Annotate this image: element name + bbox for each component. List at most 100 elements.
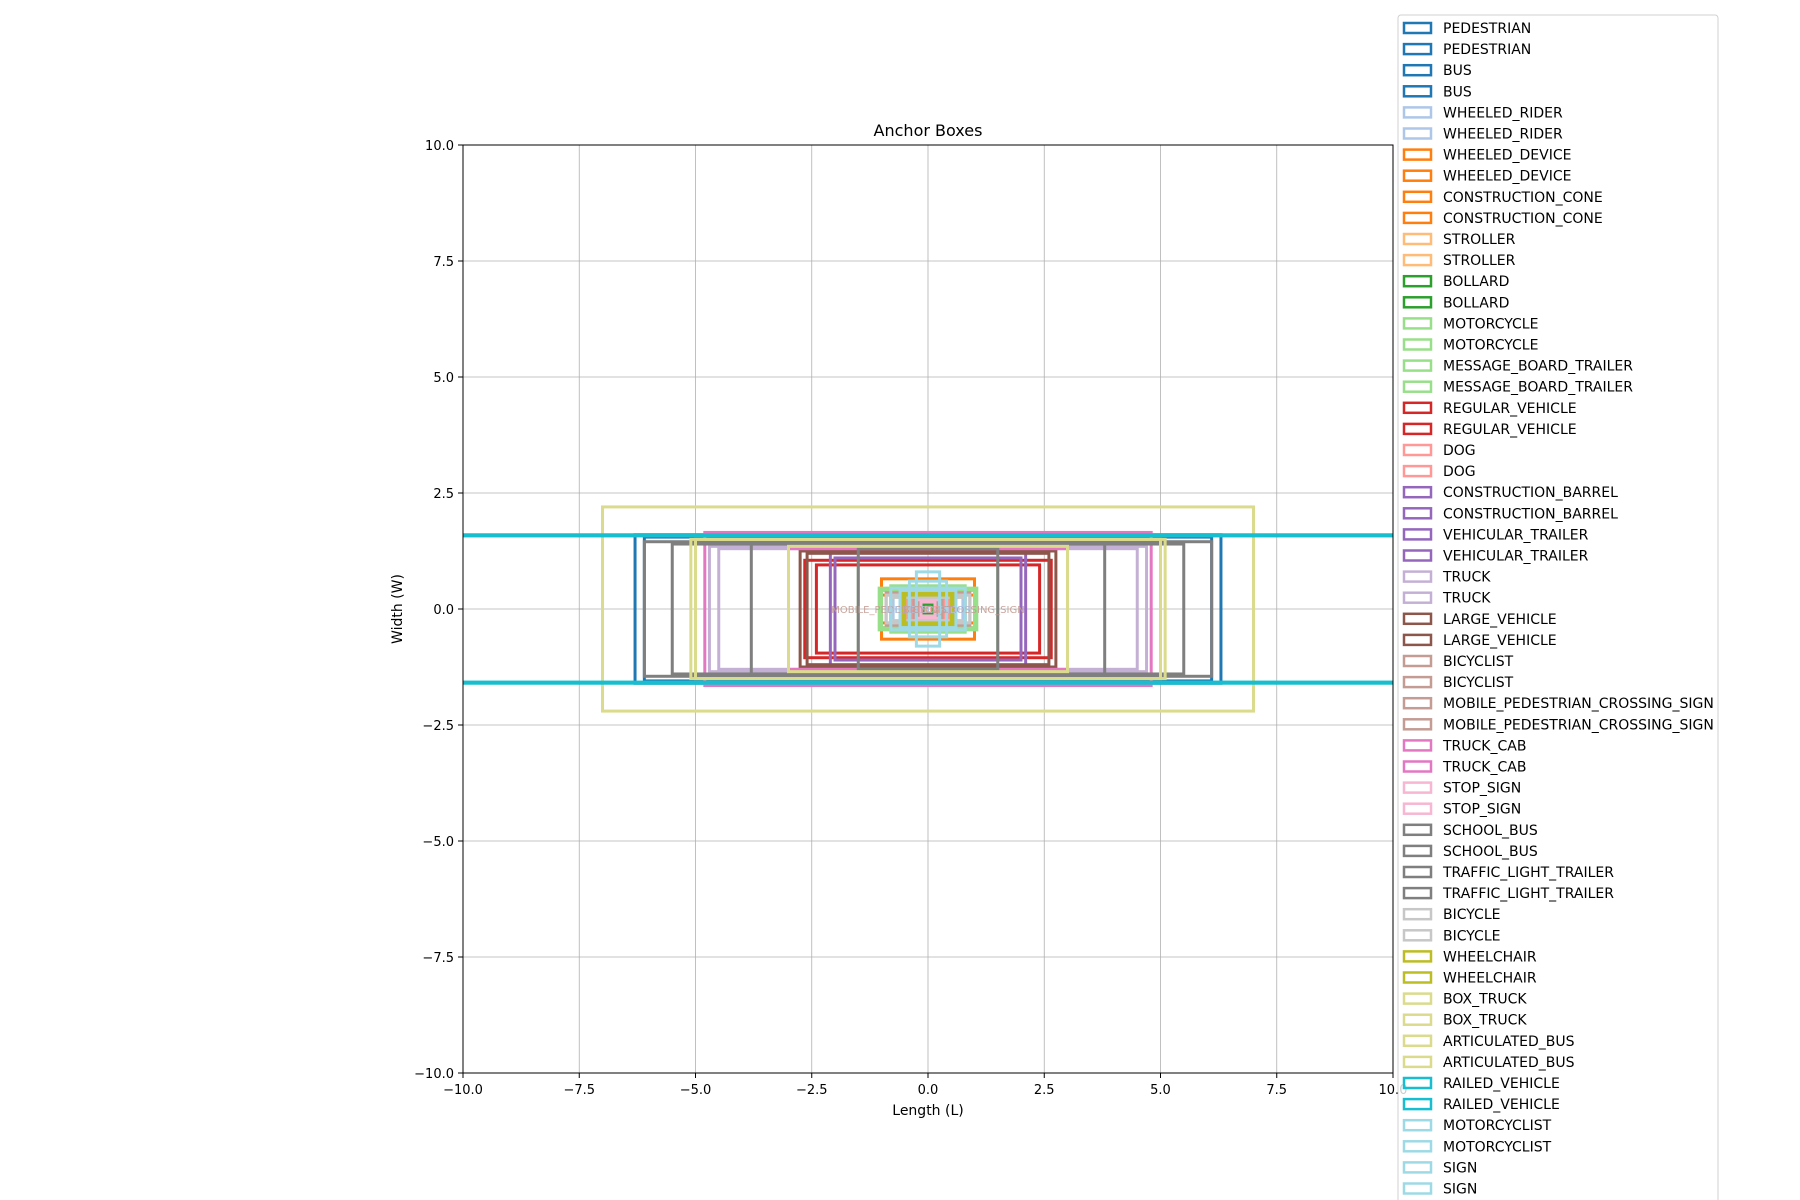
legend-swatch: [1402, 1055, 1433, 1069]
anchor-box-stop-sign-2: [919, 600, 937, 618]
legend-swatch: [1402, 317, 1433, 330]
legend-swatch: [1402, 253, 1433, 267]
legend-swatch: [1402, 380, 1433, 393]
legend-label: TRUCK_CAB: [1442, 760, 1526, 776]
legend-swatch: [1402, 992, 1433, 1005]
legend-entry-sign: SIGN: [1402, 1160, 1477, 1176]
legend-swatch: [1402, 338, 1433, 351]
legend-swatch: [1402, 1097, 1433, 1111]
legend-entry-sign: SIGN: [1402, 1182, 1477, 1198]
legend-swatch: [1402, 549, 1433, 562]
legend-swatch: [1402, 232, 1433, 246]
legend-label: STOP_SIGN: [1443, 802, 1521, 818]
x-tick-label-0: −10.0: [443, 1083, 483, 1098]
legend-entry-wheelchair: WHEELCHAIR: [1402, 949, 1537, 965]
center-label-1: MOBILE_PEDESTRIAN_CROSSING_SIGN: [831, 605, 1024, 616]
legend-entry-traffic-light-trailer: TRAFFIC_LIGHT_TRAILER: [1402, 865, 1614, 881]
legend-label: BICYCLIST: [1443, 654, 1514, 670]
legend-label: CONSTRUCTION_BARREL: [1443, 485, 1618, 501]
legend-label: DOG: [1443, 464, 1476, 480]
legend-label: TRUCK_CAB: [1442, 738, 1526, 754]
y-tick-label-7: 7.5: [433, 255, 454, 270]
anchor-box-school-bus-1: [642, 540, 1214, 678]
legend-label: SCHOOL_BUS: [1443, 823, 1538, 839]
legend-entry-motorcyclist: MOTORCYCLIST: [1402, 1118, 1552, 1134]
y-tick-label-8: 10.0: [425, 139, 454, 154]
legend-label: MOTORCYCLE: [1443, 316, 1538, 332]
anchor-box-large-vehicle-2: [805, 551, 1051, 667]
legend-entry-bicyclist: BICYCLIST: [1402, 675, 1514, 691]
legend-label: BOX_TRUCK: [1443, 1013, 1527, 1029]
legend-swatch: [1402, 422, 1433, 436]
legend-swatch: [1402, 591, 1433, 604]
x-tick-label-5: 2.5: [1034, 1083, 1055, 1098]
anchor-box-truck-cab-1: [703, 530, 1153, 688]
legend-swatch: [1402, 865, 1433, 879]
legend-swatch: [1402, 485, 1433, 499]
legend-swatch: [1402, 718, 1433, 731]
legend-swatch: [1402, 401, 1433, 415]
legend-swatch: [1402, 1140, 1433, 1153]
legend-swatch: [1402, 971, 1433, 984]
anchor-box-sign-1: [914, 570, 942, 648]
legend-entry-pedestrian: PEDESTRIAN: [1402, 42, 1531, 58]
legend-entry-dog: DOG: [1402, 443, 1476, 459]
legend-label: CONSTRUCTION_CONE: [1443, 211, 1603, 227]
y-tick-label-2: −5.0: [422, 835, 454, 850]
legend-entry-bollard: BOLLARD: [1402, 295, 1509, 311]
anchor-box-traffic-light-trailer-2: [856, 547, 1000, 671]
y-axis-label: Width (W): [390, 574, 406, 644]
y-tick-label-0: −10.0: [414, 1067, 454, 1082]
y-tick-label-6: 5.0: [433, 371, 454, 386]
legend-swatch: [1402, 612, 1433, 626]
legend-label: DOG: [1443, 443, 1476, 459]
legend-label: LARGE_VEHICLE: [1443, 633, 1557, 649]
legend: PEDESTRIAN PEDESTRIAN BUS BUS WHEELED_RIDER W…: [1397, 14, 1719, 1200]
legend-entry-construction-cone: CONSTRUCTION_CONE: [1402, 211, 1603, 227]
chart-title: Anchor Boxes: [874, 121, 983, 140]
anchor-box-wheelchair-2: [903, 593, 953, 625]
legend-entry-school-bus: SCHOOL_BUS: [1402, 844, 1538, 860]
legend-swatch: [1402, 296, 1433, 309]
x-tick-label-2: −5.0: [680, 1083, 712, 1098]
legend-swatch: [1402, 211, 1433, 225]
legend-entry-stroller: STROLLER: [1402, 253, 1516, 269]
legend-swatch: [1402, 63, 1433, 77]
legend-entry-railed-vehicle: RAILED_VEHICLE: [1402, 1097, 1560, 1113]
legend-entry-wheelchair: WHEELCHAIR: [1402, 971, 1537, 987]
legend-swatch: [1402, 127, 1433, 140]
legend-entry-motorcycle: MOTORCYCLE: [1402, 316, 1538, 332]
x-axis-label: Length (L): [892, 1103, 963, 1119]
legend-entry-bus: BUS: [1402, 84, 1472, 100]
legend-swatch: [1402, 907, 1433, 921]
legend-entry-box-truck: BOX_TRUCK: [1402, 992, 1527, 1008]
legend-label: SCHOOL_BUS: [1443, 844, 1538, 860]
legend-label: MESSAGE_BOARD_TRAILER: [1443, 359, 1633, 375]
legend-entry-motorcyclist: MOTORCYCLIST: [1402, 1139, 1552, 1155]
anchor-box-articulated-bus-1: [601, 505, 1255, 713]
legend-label: CONSTRUCTION_CONE: [1443, 190, 1603, 206]
legend-swatch: [1402, 886, 1433, 900]
legend-label: WHEELCHAIR: [1443, 949, 1537, 965]
legend-label: VEHICULAR_TRAILER: [1443, 527, 1589, 543]
x-tick-label-6: 5.0: [1150, 1083, 1171, 1098]
legend-label: BOX_TRUCK: [1443, 992, 1527, 1008]
legend-entry-motorcycle: MOTORCYCLE: [1402, 338, 1538, 354]
legend-swatch: [1402, 359, 1433, 372]
anchor-box-articulated-bus-2: [694, 537, 1162, 681]
legend-label: BOLLARD: [1443, 295, 1509, 311]
center-label-2: DOG: [916, 605, 939, 616]
legend-label: ARTICULATED_BUS: [1443, 1055, 1575, 1071]
x-tick-label-7: 7.5: [1266, 1083, 1287, 1098]
legend-swatch: [1402, 570, 1433, 583]
legend-swatch: [1402, 1013, 1433, 1026]
legend-entry-bicycle: BICYCLE: [1402, 928, 1500, 944]
legend-swatch: [1402, 1076, 1433, 1090]
anchor-box-railed-vehicle-2: [463, 534, 1393, 684]
legend-entry-wheeled-rider: WHEELED_RIDER: [1402, 127, 1563, 143]
anchor-box-sign-2: [907, 579, 949, 639]
anchor-box-box-truck-2: [787, 544, 1069, 674]
y-tick-label-1: −7.5: [422, 951, 454, 966]
legend-swatch: [1402, 85, 1433, 98]
